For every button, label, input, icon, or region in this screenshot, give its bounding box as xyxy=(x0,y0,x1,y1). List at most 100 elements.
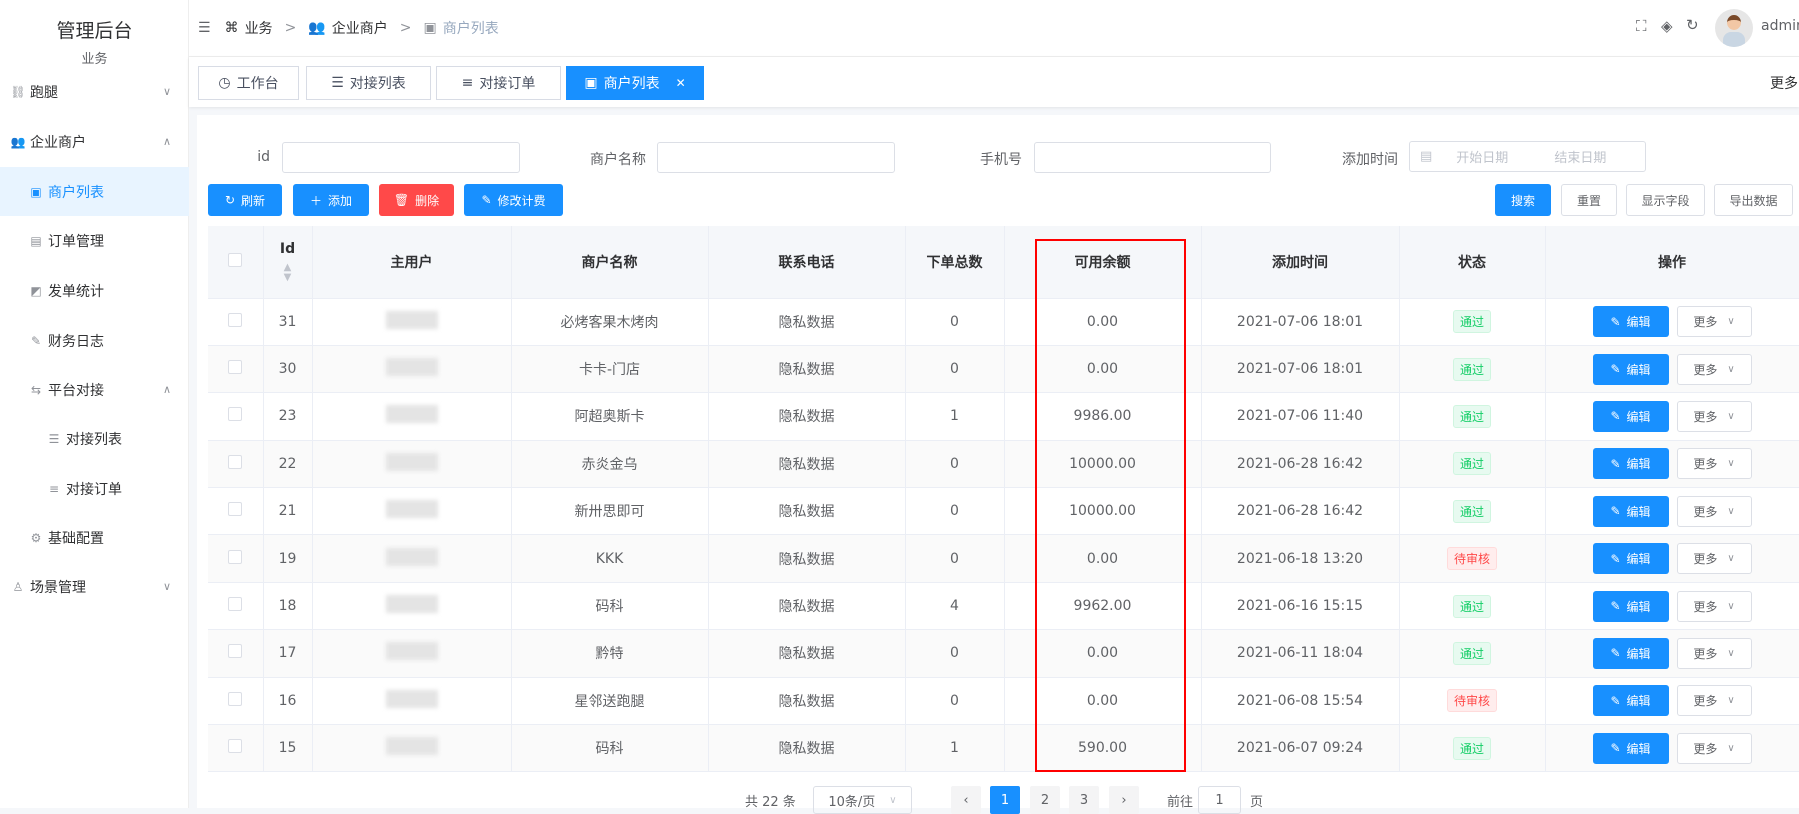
pagination-total: 共 22 条 xyxy=(745,794,796,810)
row-select-cell xyxy=(208,534,264,583)
search-button[interactable]: 搜索 xyxy=(1495,184,1551,216)
tab-integration-list[interactable]: ☰ 对接列表 xyxy=(306,66,431,100)
edit-fee-button[interactable]: ✎ 修改计费 xyxy=(464,184,563,216)
row-checkbox[interactable] xyxy=(228,739,243,754)
redacted-user xyxy=(385,642,438,661)
row-checkbox[interactable] xyxy=(228,454,243,469)
edit-button[interactable]: ✎ 编辑 xyxy=(1592,543,1669,575)
fullscreen-icon[interactable]: ⛶ xyxy=(1636,17,1647,35)
edit-button[interactable]: ✎ 编辑 xyxy=(1592,400,1669,432)
edit-button[interactable]: ✎ 编辑 xyxy=(1592,306,1669,338)
size-icon[interactable]: ◈ xyxy=(1661,17,1673,35)
edit-button[interactable]: ✎ 编辑 xyxy=(1592,353,1669,385)
more-dropdown-button[interactable]: 更多 ∨ xyxy=(1676,400,1752,432)
more-dropdown-button[interactable]: 更多 ∨ xyxy=(1676,306,1752,338)
sidebar-item-label: 对接订单 xyxy=(66,481,122,498)
sidebar-item[interactable]: ☰ 对接列表 xyxy=(0,414,189,463)
table-row: 15 码科 隐私数据 1 590.00 2021-06-07 09:24 通过 … xyxy=(208,724,1799,773)
sidebar-item[interactable]: ⛓ 跑腿 ∨ xyxy=(0,67,189,116)
button-label: 刷新 xyxy=(241,193,266,208)
add-button[interactable]: ＋ 添加 xyxy=(293,184,369,216)
row-checkbox[interactable] xyxy=(228,549,243,564)
breadcrumb-item[interactable]: 企业商户 xyxy=(331,21,388,37)
chevron-down-icon: ∨ xyxy=(1727,695,1735,707)
row-checkbox[interactable] xyxy=(228,407,243,422)
edit-button[interactable]: ✎ 编辑 xyxy=(1592,590,1669,622)
more-dropdown-button[interactable]: 更多 ∨ xyxy=(1676,590,1752,622)
phone-input[interactable] xyxy=(1034,142,1271,173)
row-select-cell xyxy=(208,629,264,678)
page-3[interactable]: 3 xyxy=(1069,786,1099,814)
id-input[interactable] xyxy=(282,142,520,173)
columns-button[interactable]: 显示字段 xyxy=(1626,184,1705,216)
row-checkbox[interactable] xyxy=(228,644,243,659)
phone-cell: 隐私数据 xyxy=(708,298,906,346)
next-page-button[interactable]: › xyxy=(1109,786,1139,814)
sidebar-item[interactable]: 👥 企业商户 ∧ xyxy=(0,117,189,166)
edit-button[interactable]: ✎ 编辑 xyxy=(1592,685,1669,717)
main-user-cell xyxy=(312,345,512,394)
close-icon[interactable]: ✕ xyxy=(675,76,686,90)
refresh-button[interactable]: ↻ 刷新 xyxy=(208,184,282,216)
button-label: 添加 xyxy=(328,193,353,208)
page-2[interactable]: 2 xyxy=(1030,786,1060,814)
prev-page-button[interactable]: ‹ xyxy=(951,786,981,814)
sidebar-item[interactable]: ≡ 对接订单 xyxy=(0,464,189,513)
select-all-checkbox[interactable] xyxy=(228,252,243,267)
table-row: 16 星邻送跑腿 隐私数据 0 0.00 2021-06-08 15:54 待审… xyxy=(208,677,1799,726)
row-checkbox[interactable] xyxy=(228,597,243,612)
edit-button[interactable]: ✎ 编辑 xyxy=(1592,637,1669,669)
row-checkbox[interactable] xyxy=(228,691,243,706)
date-range-picker[interactable]: ▤ 开始日期 结束日期 xyxy=(1409,141,1646,172)
collapse-menu-icon[interactable]: ☰ xyxy=(198,20,211,36)
merchant-name-input[interactable] xyxy=(657,142,895,173)
more-dropdown-button[interactable]: 更多 ∨ xyxy=(1676,637,1752,669)
page-1[interactable]: 1 xyxy=(990,786,1020,814)
status-badge: 待审核 xyxy=(1446,547,1497,571)
main-user-cell xyxy=(312,298,512,346)
tabs-more-button[interactable]: 更多 xyxy=(1770,76,1798,92)
more-dropdown-button[interactable]: 更多 ∨ xyxy=(1676,543,1752,575)
username[interactable]: admin xyxy=(1761,18,1799,34)
more-dropdown-button[interactable]: 更多 ∨ xyxy=(1676,732,1752,764)
breadcrumb-item[interactable]: 业务 xyxy=(244,21,273,37)
more-dropdown-button[interactable]: 更多 ∨ xyxy=(1676,353,1752,385)
sidebar-item[interactable]: ◩ 发单统计 xyxy=(0,266,189,315)
sidebar-item[interactable]: ▣ 商户列表 xyxy=(0,167,189,216)
tab-merchant-list[interactable]: ▣ 商户列表 ✕ xyxy=(566,66,704,100)
merchant-name-cell: 黔特 xyxy=(511,629,709,678)
refresh-icon[interactable]: ↻ xyxy=(1686,16,1699,34)
order-count-cell: 0 xyxy=(905,677,1005,726)
sidebar-item[interactable]: ▤ 订单管理 xyxy=(0,216,189,265)
sort-icon[interactable]: ▲ ▼ xyxy=(283,261,292,283)
more-dropdown-button[interactable]: 更多 ∨ xyxy=(1676,495,1752,527)
avatar[interactable] xyxy=(1715,9,1753,47)
tab-workbench[interactable]: ◷ 工作台 xyxy=(198,66,299,100)
edit-button[interactable]: ✎ 编辑 xyxy=(1592,495,1669,527)
sidebar-item[interactable]: ⚙ 基础配置 xyxy=(0,513,189,562)
row-checkbox[interactable] xyxy=(228,502,243,517)
edit-button[interactable]: ✎ 编辑 xyxy=(1592,448,1669,480)
more-dropdown-button[interactable]: 更多 ∨ xyxy=(1676,685,1752,717)
button-label: 更多 xyxy=(1693,504,1718,519)
more-dropdown-button[interactable]: 更多 ∨ xyxy=(1676,448,1752,480)
start-date-input[interactable]: 开始日期 xyxy=(1456,151,1509,166)
delete-button[interactable]: 🗑 删除 xyxy=(379,184,454,216)
main-user-cell xyxy=(312,392,512,441)
goto-page-input[interactable]: 1 xyxy=(1198,786,1241,814)
end-date-input[interactable]: 结束日期 xyxy=(1554,151,1607,166)
edit-button[interactable]: ✎ 编辑 xyxy=(1592,732,1669,764)
id-cell: 31 xyxy=(263,298,313,346)
sidebar-item[interactable]: ♙ 场景管理 ∨ xyxy=(0,562,189,611)
button-label: 更多 xyxy=(1693,362,1718,377)
column-header-id[interactable]: Id ▲ ▼ xyxy=(263,226,313,299)
order-count-cell: 0 xyxy=(905,440,1005,489)
sidebar-item[interactable]: ⇆ 平台对接 ∧ xyxy=(0,365,189,414)
sidebar-item[interactable]: ✎ 财务日志 xyxy=(0,316,189,365)
row-checkbox[interactable] xyxy=(228,360,243,375)
tab-integration-orders[interactable]: ≡ 对接订单 xyxy=(436,66,561,100)
reset-button[interactable]: 重置 xyxy=(1561,184,1617,216)
page-size-select[interactable]: 10条/页 ∨ xyxy=(813,786,912,814)
export-button[interactable]: 导出数据 xyxy=(1714,184,1793,216)
row-checkbox[interactable] xyxy=(228,312,243,327)
